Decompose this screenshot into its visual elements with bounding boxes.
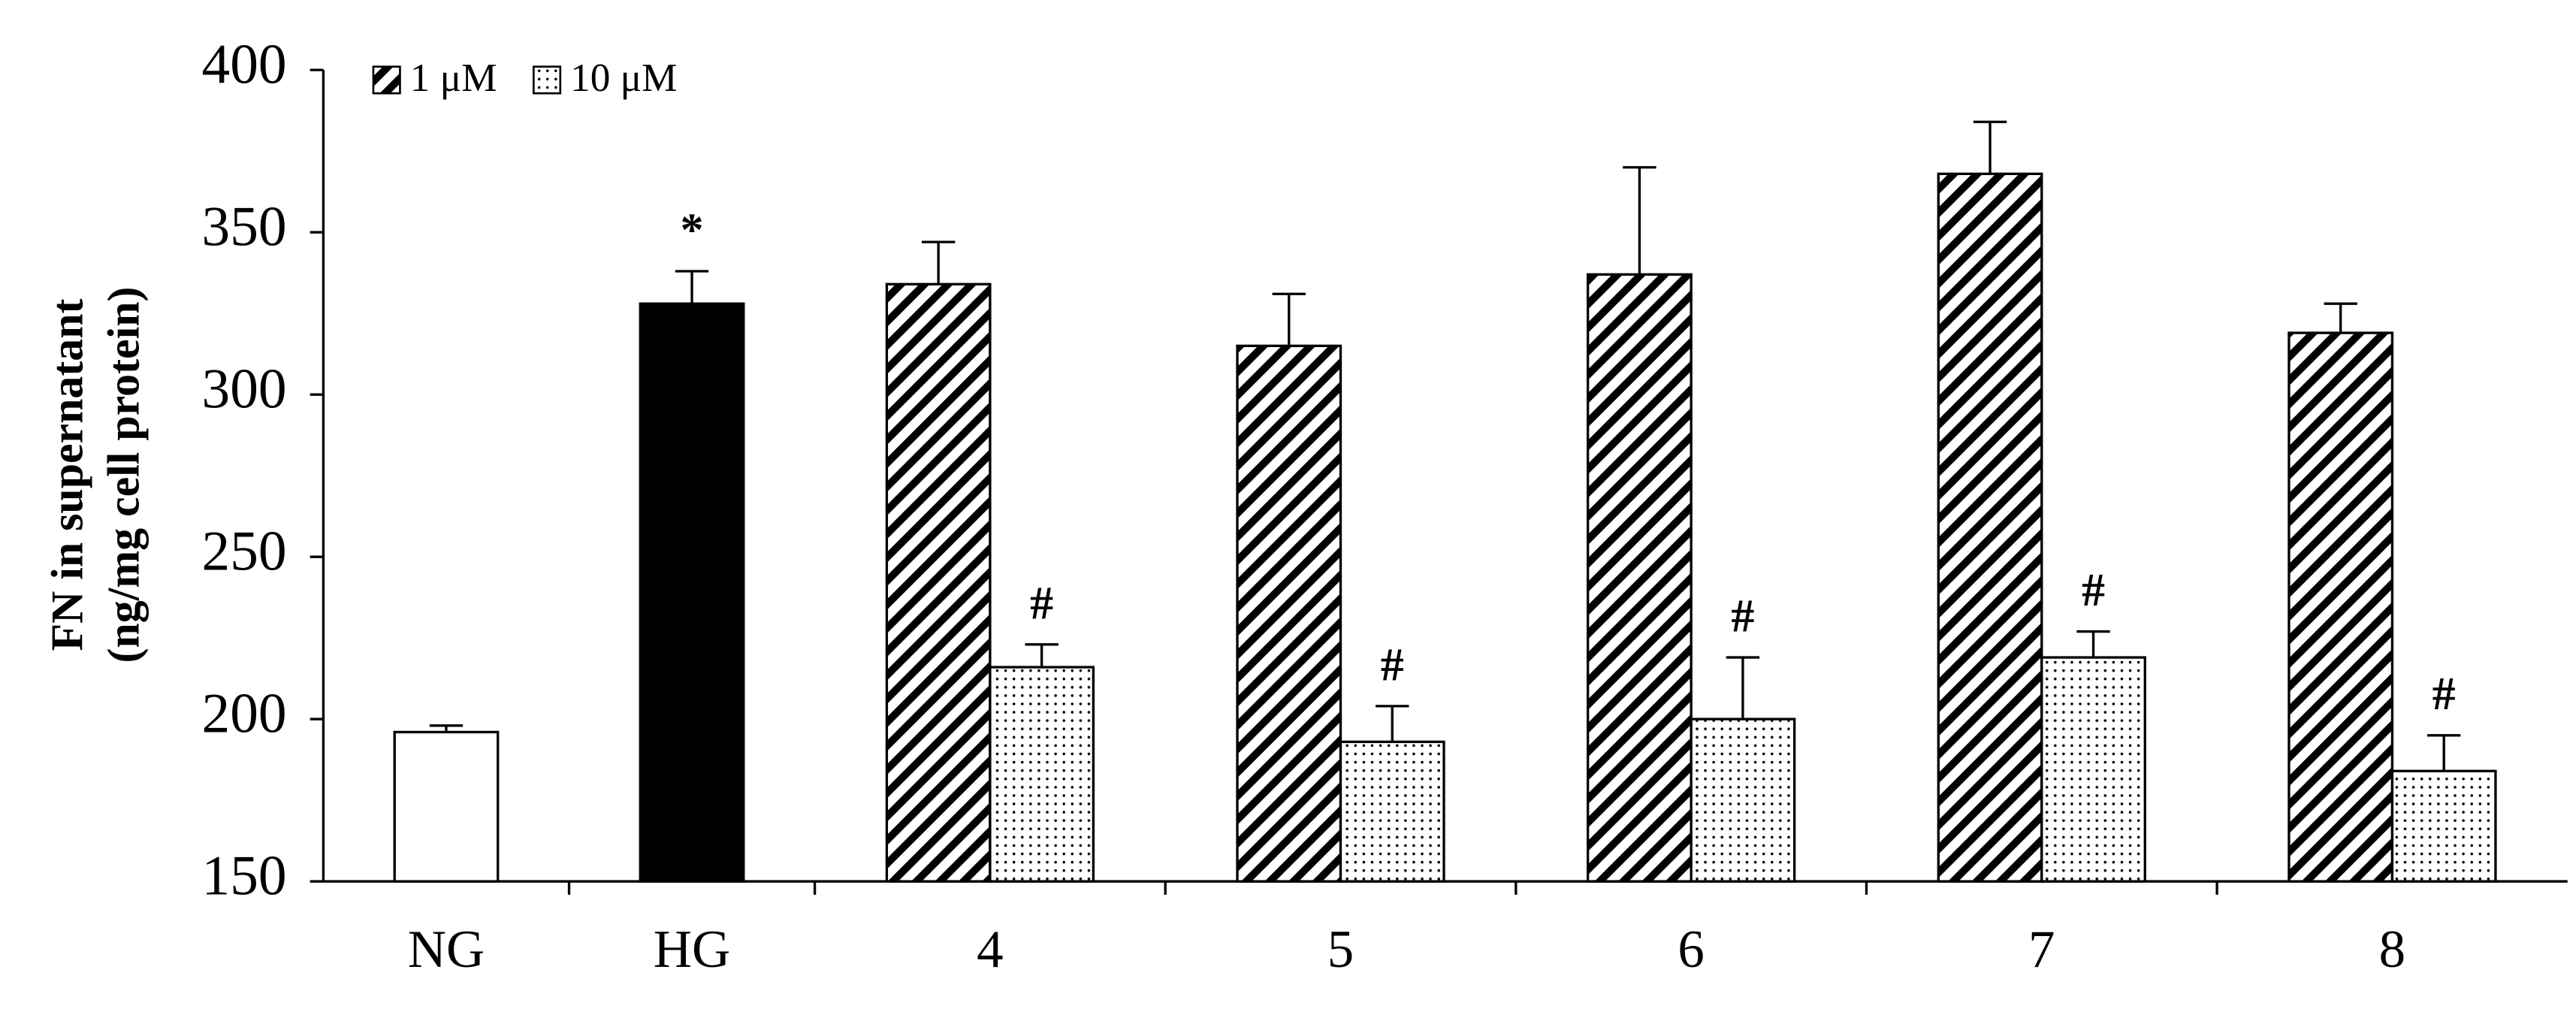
x-tick-label: 7 — [2028, 920, 2055, 979]
legend-swatch — [372, 65, 401, 95]
bar — [1339, 740, 1445, 883]
legend-label: 1 μM — [410, 56, 497, 100]
bar — [1586, 273, 1693, 883]
error-bar — [1025, 643, 1058, 668]
y-tick-label: 300 — [202, 358, 287, 420]
bar — [2040, 656, 2146, 883]
x-tick-label: HG — [654, 920, 730, 979]
bar — [885, 282, 992, 883]
y-axis-label: FN in supernatant — [42, 299, 92, 651]
error-bar — [675, 270, 709, 304]
significance-mark: # — [1030, 578, 1053, 629]
significance-mark: # — [2082, 565, 2105, 616]
error-bar — [1726, 656, 1760, 720]
x-tick-label: 8 — [2379, 920, 2405, 979]
error-bar — [1973, 120, 2007, 174]
x-tick-label: 6 — [1678, 920, 1704, 979]
error-bar — [2427, 734, 2461, 772]
significance-mark: # — [1731, 591, 1754, 642]
error-bar — [921, 240, 956, 285]
x-tick-label: 5 — [1327, 920, 1354, 979]
y-tick-label: 150 — [202, 844, 287, 907]
significance-mark: # — [2433, 669, 2456, 720]
significance-mark: # — [1381, 639, 1404, 690]
bar — [989, 666, 1095, 883]
y-tick-label: 250 — [202, 520, 287, 582]
error-bar — [1272, 292, 1306, 346]
x-tick-label: 4 — [977, 920, 1003, 979]
bar — [1937, 172, 2043, 883]
y-axis-label: (ng/mg cell protein) — [99, 287, 149, 663]
significance-mark: * — [681, 204, 704, 255]
y-tick-label: 350 — [202, 195, 287, 258]
error-bar — [2076, 630, 2110, 658]
bar — [639, 302, 745, 883]
y-tick-label: 200 — [202, 682, 287, 745]
bar — [2288, 331, 2394, 883]
bar — [393, 730, 500, 883]
error-bar — [1376, 705, 1409, 742]
y-tick-label: 400 — [202, 33, 287, 95]
legend-label: 10 μM — [570, 56, 677, 100]
x-tick-label: NG — [408, 920, 485, 979]
error-bar — [2324, 302, 2357, 334]
bar — [1236, 344, 1342, 883]
error-bar — [1623, 166, 1656, 275]
bar — [2390, 769, 2497, 883]
legend-swatch — [532, 65, 562, 95]
error-bar — [429, 724, 464, 732]
bar — [1690, 717, 1796, 883]
